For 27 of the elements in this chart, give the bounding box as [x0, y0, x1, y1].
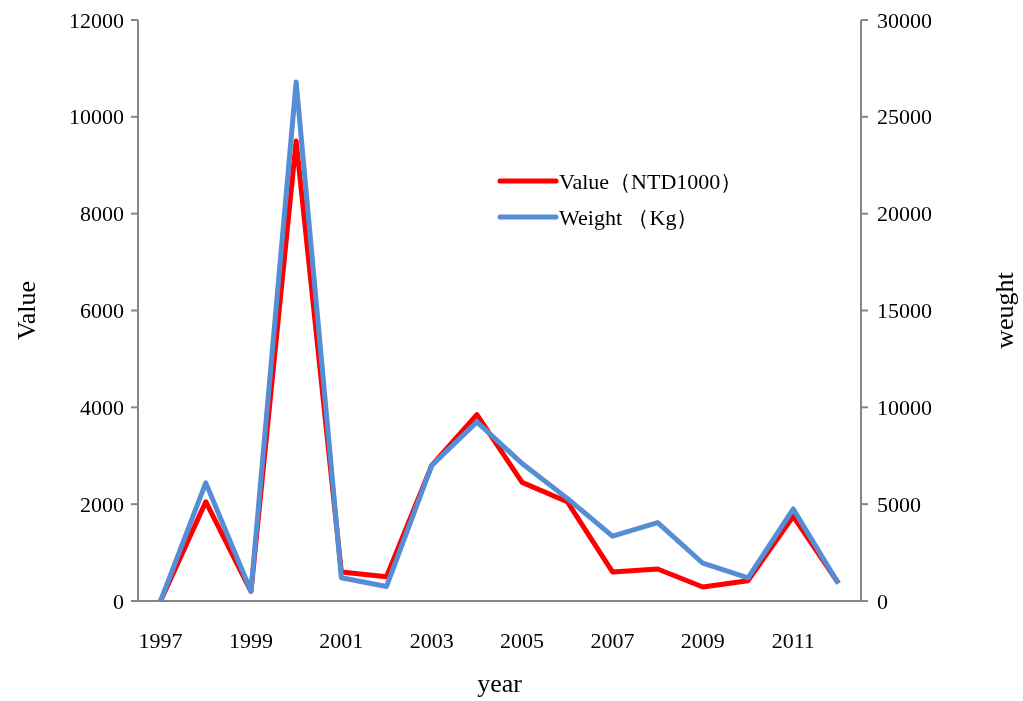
legend-label: Value（NTD1000） — [559, 169, 743, 194]
y-tick-label: 8000 — [80, 201, 124, 227]
x-tick-label: 2011 — [771, 628, 815, 653]
y-tick-label: 12000 — [69, 7, 124, 33]
x-tick-label: 1997 — [138, 628, 183, 653]
y-axis-title: Value — [12, 280, 41, 341]
y2-axis-title: weught — [990, 271, 1019, 349]
y2-tick-label: 25000 — [877, 104, 932, 130]
x-tick-label: 2005 — [500, 628, 545, 653]
y-tick-label: 10000 — [69, 104, 124, 130]
y-tick-label: 0 — [113, 588, 124, 614]
x-axis-title: year — [477, 669, 523, 698]
x-tick-label: 2003 — [409, 628, 454, 653]
y2-tick-label: 5000 — [877, 491, 921, 517]
y-tick-label: 2000 — [80, 491, 124, 517]
y2-tick-label: 0 — [877, 588, 888, 614]
legend-label: Weight （Kg） — [559, 205, 699, 230]
y2-tick-label: 10000 — [877, 394, 932, 420]
y-tick-label: 6000 — [80, 298, 124, 323]
y2-tick-label: 15000 — [877, 298, 932, 323]
y-tick-label: 4000 — [80, 394, 124, 420]
x-tick-label: 2007 — [590, 628, 635, 653]
x-tick-label: 1999 — [228, 628, 273, 653]
x-tick-label: 2001 — [319, 628, 364, 653]
y2-tick-label: 20000 — [877, 201, 932, 227]
y2-tick-label: 30000 — [877, 7, 932, 33]
x-tick-label: 2009 — [680, 628, 725, 653]
